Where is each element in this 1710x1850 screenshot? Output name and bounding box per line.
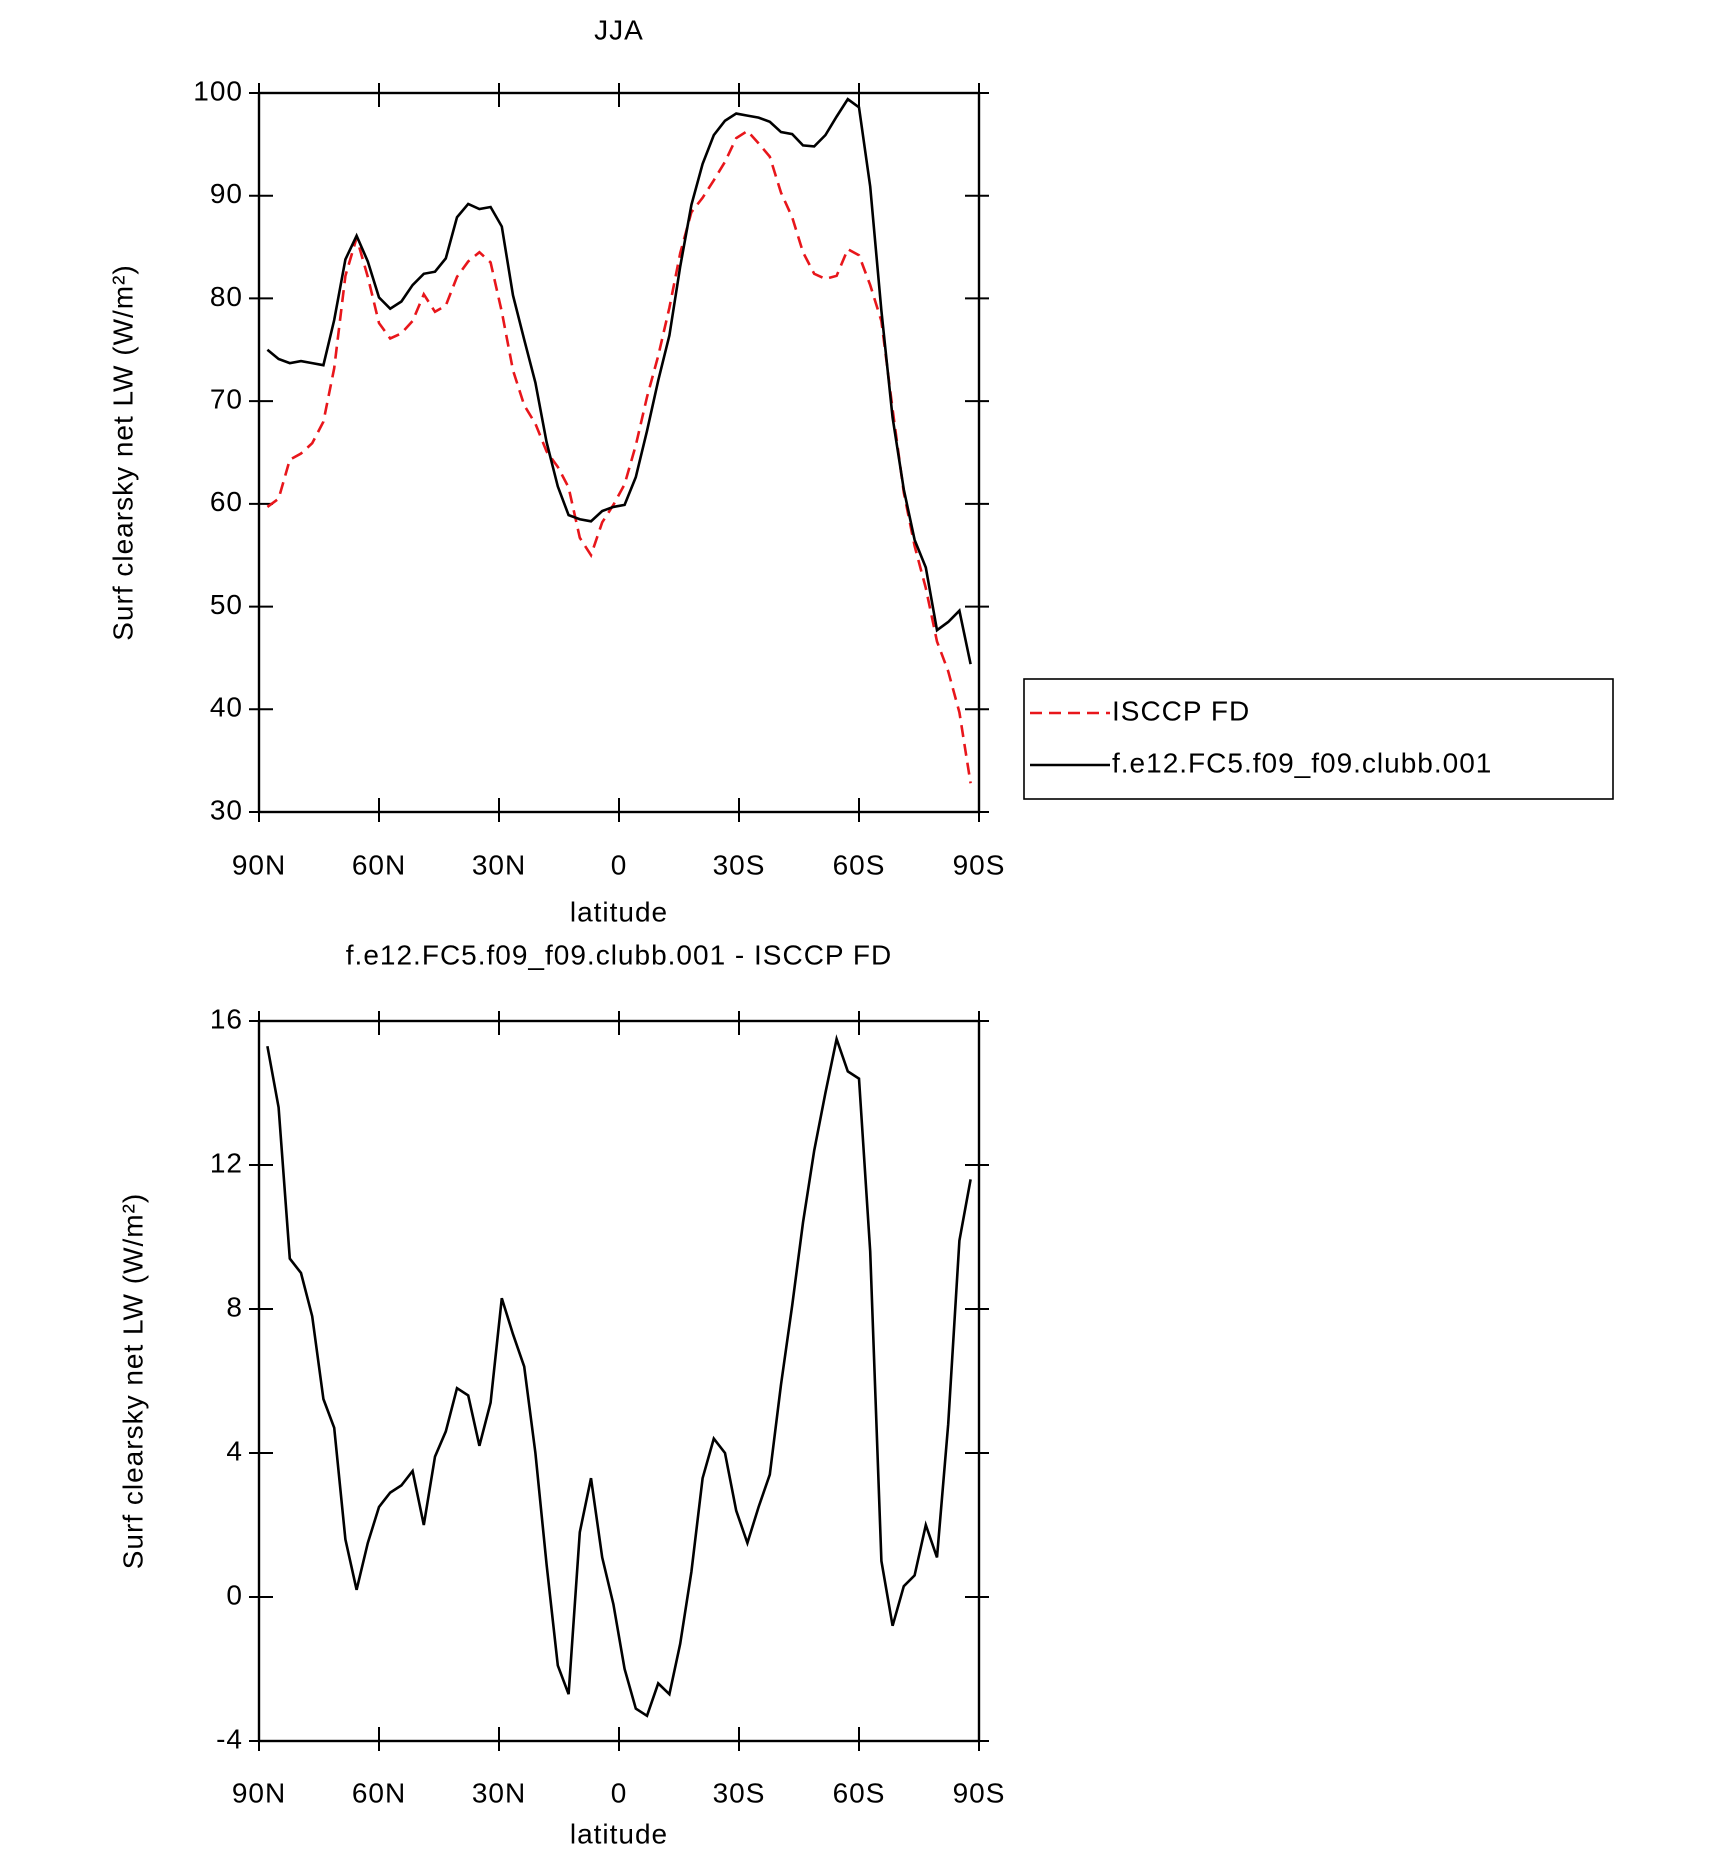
x-tick-label: 90N <box>232 849 286 880</box>
x-tick-label: 60N <box>352 849 406 880</box>
y-tick-label: 4 <box>226 1435 243 1466</box>
y-tick-label: 90 <box>210 178 243 209</box>
x-tick-label: 90S <box>953 849 1006 880</box>
x-tick-label: 30S <box>713 1777 766 1808</box>
y-tick-label: 50 <box>210 589 243 620</box>
y-axis-label: Surf clearsky net LW (W/m²) <box>117 1193 148 1570</box>
chart-title: JJA <box>594 14 644 45</box>
chart-title: f.e12.FC5.f09_f09.clubb.001 - ISCCP FD <box>346 939 892 970</box>
y-axis-label: Surf clearsky net LW (W/m²) <box>107 264 138 641</box>
plot-frame <box>257 91 981 814</box>
data-line <box>266 129 972 784</box>
x-tick-label: 0 <box>611 849 628 880</box>
y-tick-label: -4 <box>216 1723 243 1754</box>
x-tick-label: 90S <box>953 1777 1006 1808</box>
y-tick-label: 12 <box>210 1147 243 1178</box>
plot-frame <box>257 1019 981 1743</box>
x-tick-label: 30N <box>472 1777 526 1808</box>
y-tick-label: 80 <box>210 281 243 312</box>
y-tick-label: 30 <box>210 794 243 825</box>
data-line <box>266 1034 972 1718</box>
x-tick-label: 0 <box>611 1777 628 1808</box>
legend-label: f.e12.FC5.f09_f09.clubb.001 <box>1112 747 1492 778</box>
x-tick-label: 30S <box>713 849 766 880</box>
y-tick-label: 60 <box>210 486 243 517</box>
legend-label: ISCCP FD <box>1112 695 1250 726</box>
y-tick-label: 70 <box>210 384 243 415</box>
y-tick-label: 100 <box>193 75 243 106</box>
x-tick-label: 30N <box>472 849 526 880</box>
legend-box <box>1023 678 1614 800</box>
x-tick-label: 60N <box>352 1777 406 1808</box>
x-tick-label: 90N <box>232 1777 286 1808</box>
data-line <box>266 97 972 665</box>
x-axis-label: latitude <box>570 896 668 927</box>
y-tick-label: 16 <box>210 1003 243 1034</box>
y-tick-label: 0 <box>226 1579 243 1610</box>
y-tick-label: 8 <box>226 1291 243 1322</box>
x-tick-label: 60S <box>833 849 886 880</box>
x-tick-label: 60S <box>833 1777 886 1808</box>
x-axis-label: latitude <box>570 1818 668 1849</box>
y-tick-label: 40 <box>210 692 243 723</box>
